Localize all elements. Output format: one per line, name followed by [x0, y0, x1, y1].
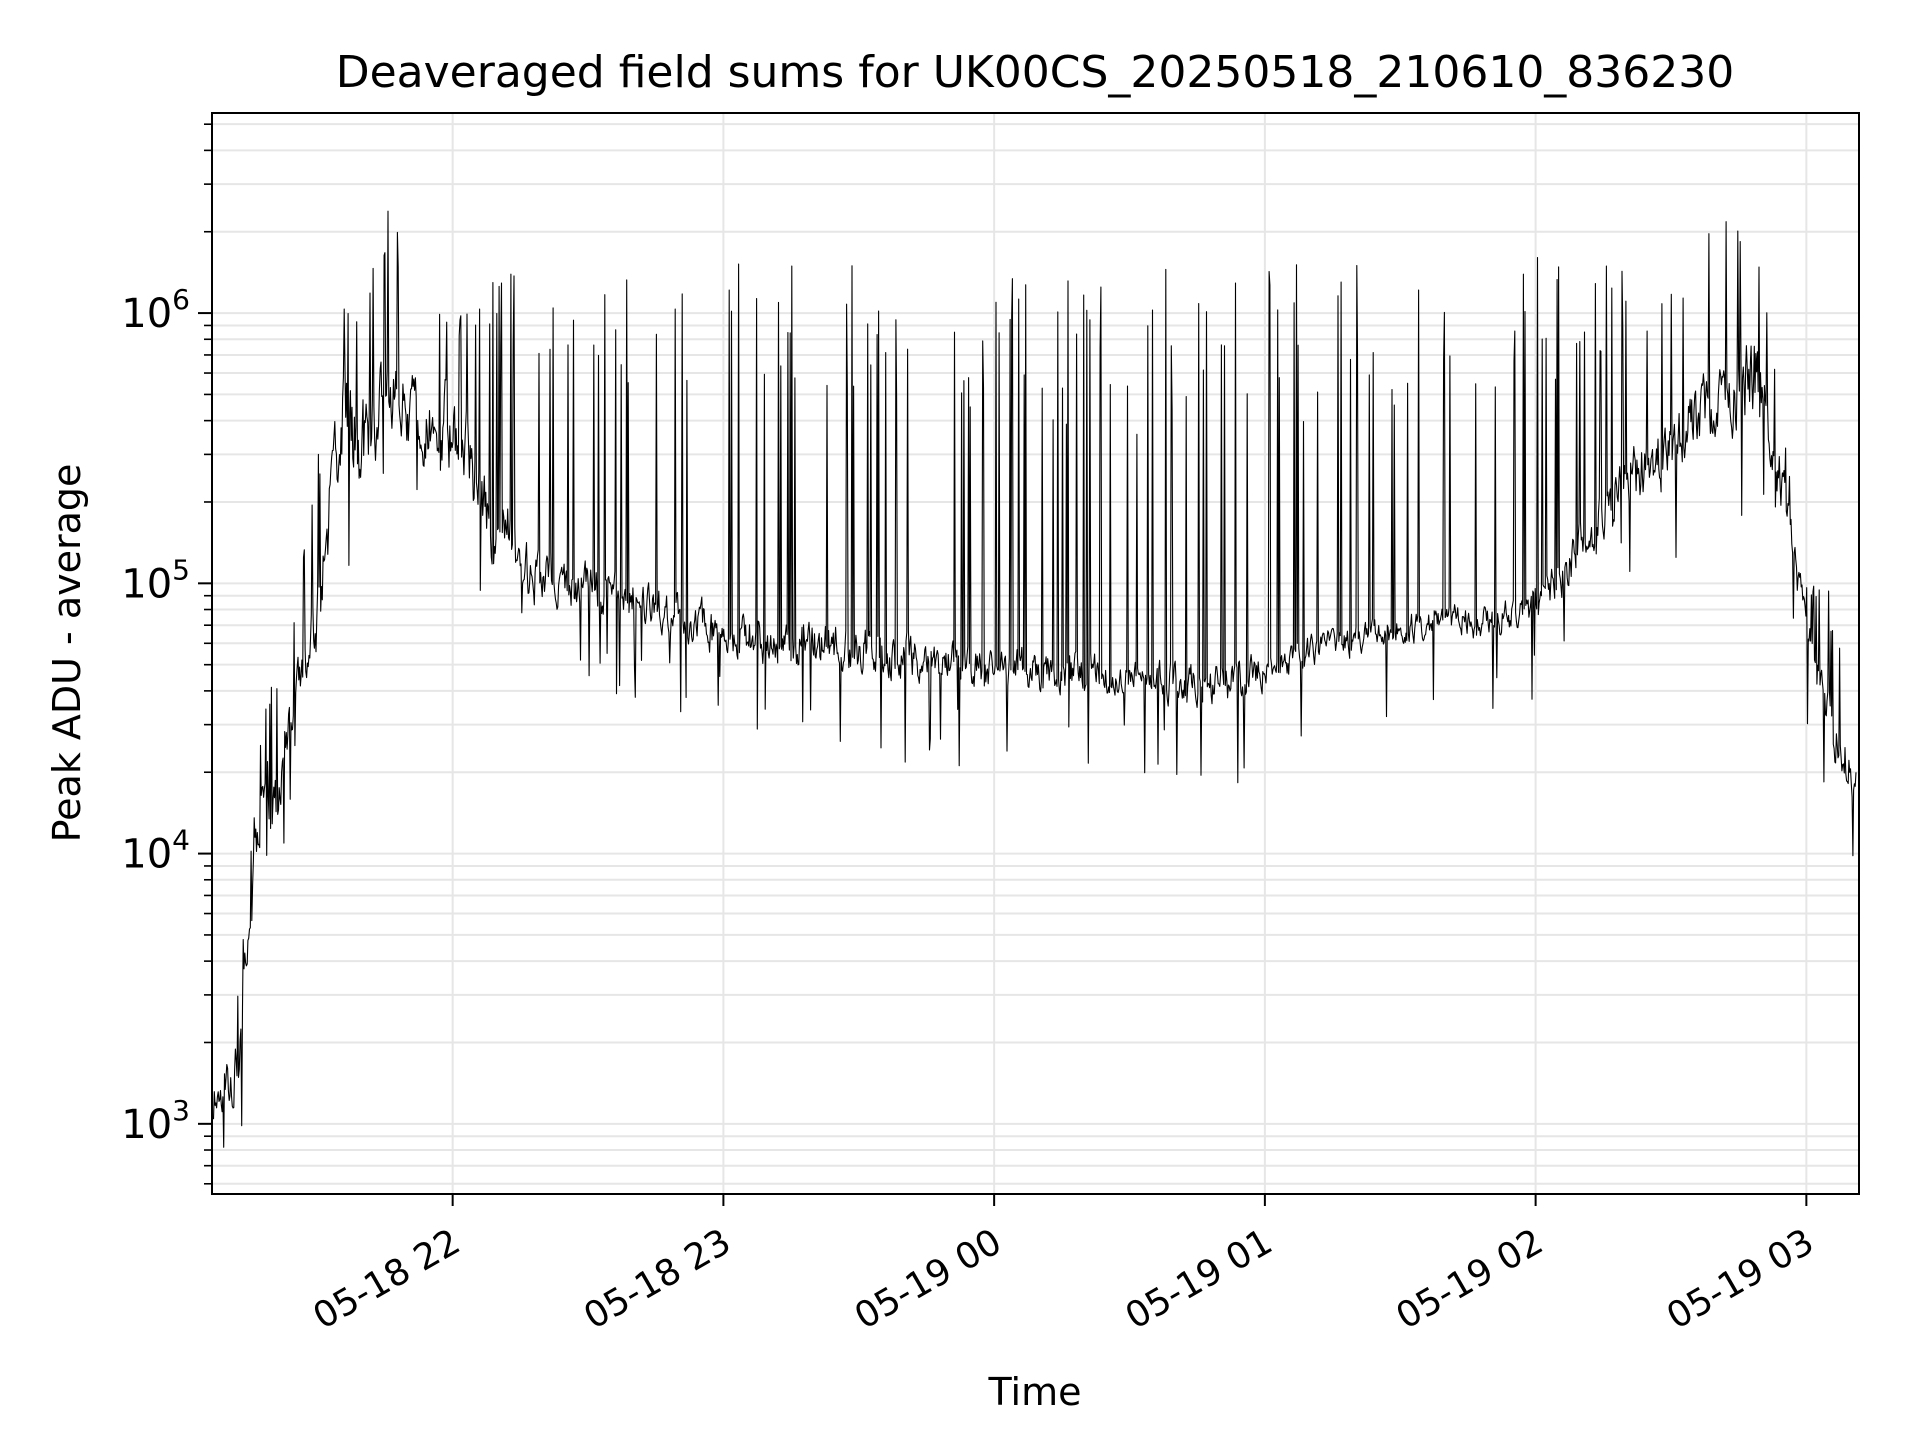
major-gridlines	[212, 113, 1859, 1194]
series-line	[212, 210, 1857, 1148]
chart-title: Deaveraged field sums for UK00CS_2025051…	[336, 47, 1735, 98]
x-axis-label: Time	[988, 1370, 1082, 1414]
y-tick-label: 106	[121, 283, 190, 337]
y-tick-label: 104	[121, 824, 190, 878]
y-axis-label: Peak ADU - average	[45, 464, 89, 843]
y-tick-label: 105	[121, 553, 190, 607]
plot-frame	[211, 112, 1860, 1195]
y-tick-label: 103	[121, 1094, 190, 1148]
y-ticks: 103 104 105 106	[121, 123, 212, 1185]
